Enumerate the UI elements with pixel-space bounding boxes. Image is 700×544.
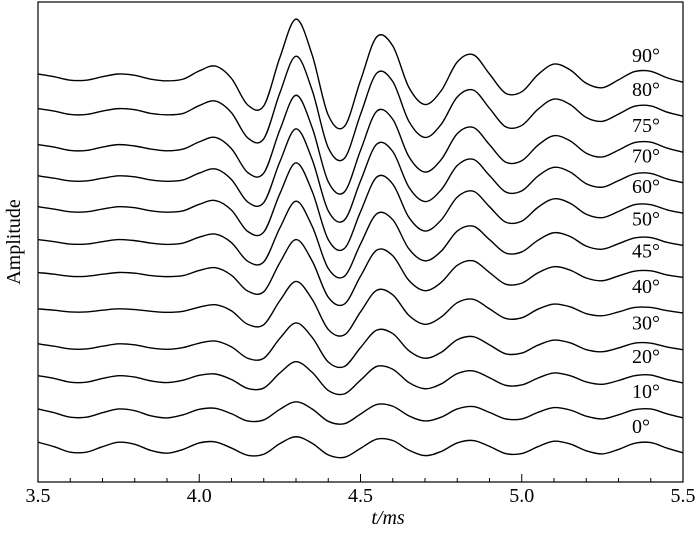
x-tick-label: 5.0 (509, 485, 534, 507)
trace-line (37, 200, 684, 279)
trace-line (37, 55, 684, 162)
trace-line (37, 360, 684, 396)
trace-label: 20° (632, 346, 660, 368)
trace-label: 80° (632, 79, 660, 101)
x-tick-label: 4.0 (187, 485, 212, 507)
trace-line (37, 436, 684, 459)
trace-label: 60° (632, 176, 660, 198)
trace-label: 0° (632, 416, 650, 438)
trace-label: 30° (632, 313, 660, 335)
trace-label: 75° (632, 115, 660, 137)
trace-line (37, 322, 684, 369)
x-tick-label: 5.5 (671, 485, 696, 507)
y-axis-label: Amplitude (3, 199, 25, 285)
x-axis-label: t/ms (371, 507, 405, 529)
trace-line (37, 128, 684, 223)
trace-label: 50° (632, 208, 660, 230)
trace-line (37, 94, 684, 195)
trace-line (37, 401, 684, 425)
trace-label: 90° (632, 45, 660, 67)
trace-label: 10° (632, 381, 660, 403)
x-tick-label: 4.5 (348, 485, 373, 507)
trace-line (37, 162, 684, 252)
trace-line (37, 280, 684, 337)
trace-label: 40° (632, 276, 660, 298)
trace-label: 70° (632, 146, 660, 168)
x-tick-label: 3.5 (26, 485, 51, 507)
trace-line (37, 238, 684, 307)
trace-label: 45° (632, 240, 660, 262)
trace-line (37, 18, 684, 130)
